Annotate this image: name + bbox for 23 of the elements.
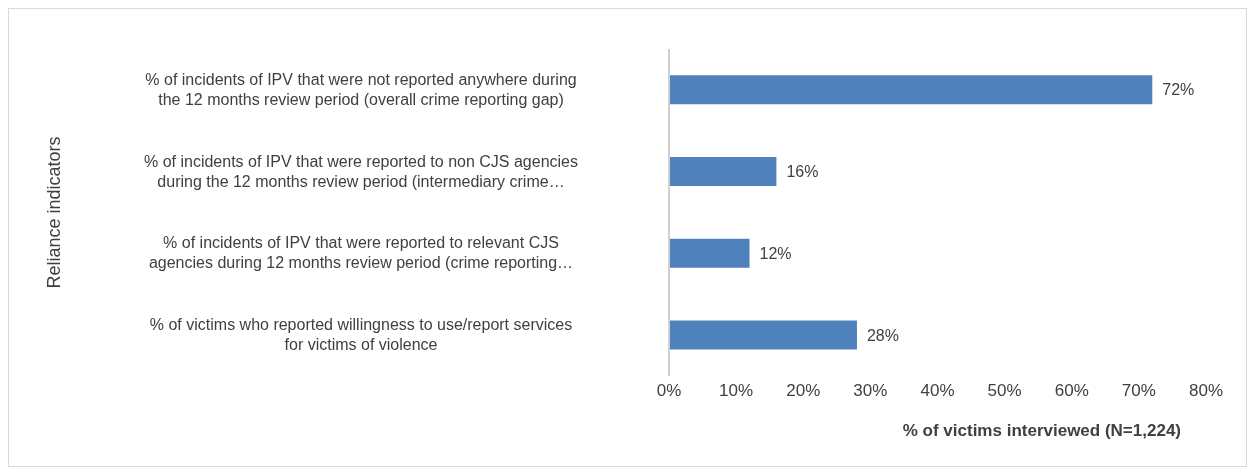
y-tick-label: % of incidents of IPV that were reported to relevant CJS agencies during 12 months review period (crime reporting… [148,234,574,272]
x-axis-title: % of victims interviewed (N=1,224) [902,421,1181,440]
x-tick-label: 30% [853,381,888,401]
x-tick-label: 0% [656,381,682,401]
y-tick-label: % of victims who reported willingness to use/report services for victims of violence [149,316,573,354]
data-label: 16% [786,163,819,181]
y-tick-label: % of incidents of IPV that were not reported anywhere during the 12 months review period (overall crime reporting gap) [145,70,577,108]
bar [669,238,750,268]
y-tick-label: % of incidents of IPV that were reported to non CJS agencies during the 12 months review period (intermediary crime… [143,152,579,190]
x-tick-label: 70% [1121,381,1156,401]
bar [669,156,777,186]
x-tick-label: 80% [1188,381,1224,401]
bar [669,320,857,350]
x-tick-label: 20% [786,381,821,401]
bar [669,75,1153,105]
x-tick-label: 10% [719,381,754,401]
y-axis-title: Reliance indicators [44,136,65,289]
x-tick-label: 50% [987,381,1022,401]
data-label: 12% [759,244,792,262]
data-label: 72% [1162,81,1195,99]
x-tick-label: 60% [1054,381,1089,401]
data-label: 28% [866,326,899,344]
x-tick-label: 40% [920,381,955,401]
